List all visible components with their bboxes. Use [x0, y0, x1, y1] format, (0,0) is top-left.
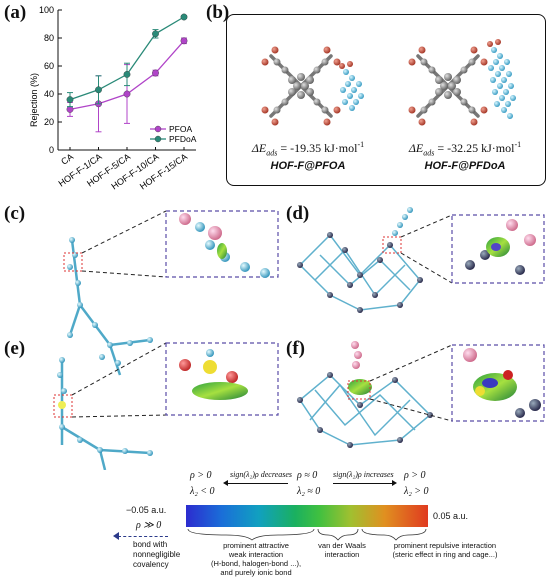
panel-label-b: (b): [206, 2, 230, 23]
panel-f-molecule: [297, 341, 433, 448]
x-tick-label: CA: [59, 151, 75, 166]
pfoa-molecule: [340, 69, 364, 111]
repulsive-description: prominent repulsive interaction (steric e…: [392, 541, 498, 559]
ign-analysis-renders: [53, 207, 545, 470]
panel-label-c: (c): [4, 203, 26, 224]
energy-right: ΔEads = -32.25 kJ·mol-1: [408, 140, 522, 158]
panel-d-molecule: [297, 207, 423, 313]
lambda-negative-label: λ₂ < 0: [190, 486, 215, 497]
vdw-description: van der Waals interaction: [318, 541, 366, 559]
lambda-positive-label: λ₂ > 0: [404, 486, 429, 497]
y-tick-label: 40: [44, 89, 54, 99]
point-PFDoA: [152, 30, 159, 38]
point-PFDoA: [180, 13, 188, 21]
point-PFDoA: [95, 86, 102, 94]
panel-c-molecule: [67, 237, 153, 376]
lambda-zero-label: λ₂ ≈ 0: [297, 486, 321, 497]
decreases-label: sign(λ₂)ρ decreases: [230, 470, 292, 479]
name-left: HOF-F@PFOA: [270, 160, 346, 172]
rho-positive-right-label: ρ > 0: [404, 470, 426, 481]
increases-arrow: [333, 483, 393, 484]
hof-f-molecule-left: [259, 44, 343, 128]
panel-label-f: (f): [286, 338, 305, 359]
adsorption-box: [226, 14, 546, 186]
legend-marker: [154, 135, 162, 143]
panel-label-a: (a): [4, 2, 27, 23]
y-tick-label: 100: [39, 5, 54, 15]
hof-f-molecule-right: [406, 44, 490, 128]
energy-left: ΔEads = -19.35 kJ·mol-1: [251, 140, 365, 158]
increases-label: sign(λ₂)ρ increases: [333, 470, 394, 479]
name-right: HOF-F@PFDoA: [424, 160, 506, 172]
attractive-description: prominent attractive weak interaction (H-b…: [210, 541, 302, 577]
y-tick-label: 80: [44, 33, 54, 43]
bond-label: bond with nonnegligible covalency: [133, 540, 181, 569]
panel-label-d: (d): [286, 203, 310, 224]
panel-e-molecule: [57, 357, 153, 470]
point-PFDoA: [123, 71, 131, 78]
legend-label: PFOA: [169, 124, 192, 134]
chart-y-axis-label: Rejection (%): [29, 73, 39, 127]
pfdoa-molecule: [488, 47, 516, 119]
point-PFOA: [123, 90, 131, 98]
point-PFDoA: [66, 96, 74, 104]
colorbar-min-label: −0.05 a.u.: [126, 505, 167, 515]
molecule-illustrations: [259, 39, 516, 128]
colorbar: [186, 505, 428, 527]
point-PFOA: [152, 69, 159, 77]
point-PFOA: [180, 37, 188, 45]
bond-arrow: [118, 536, 168, 537]
rho-positive-label: ρ > 0: [190, 470, 212, 481]
rho-much-greater-label: ρ ≫ 0: [136, 520, 162, 531]
rho-zero-label: ρ ≈ 0: [297, 470, 318, 481]
colorbar-brackets: [187, 528, 427, 541]
y-tick-label: 0: [49, 145, 54, 155]
legend-label: PFDoA: [169, 134, 197, 144]
colorbar-max-label: 0.05 a.u.: [433, 511, 469, 521]
point-PFOA: [66, 106, 74, 113]
y-tick-label: 20: [44, 117, 54, 127]
panel-label-e: (e): [4, 338, 26, 359]
rejection-chart: 020406080100CAHOF-F-1/CAHOF-F-5/CAHOF-F-…: [29, 5, 197, 191]
decreases-arrow: [226, 483, 288, 484]
y-tick-label: 60: [44, 61, 54, 71]
legend-marker: [154, 125, 162, 133]
